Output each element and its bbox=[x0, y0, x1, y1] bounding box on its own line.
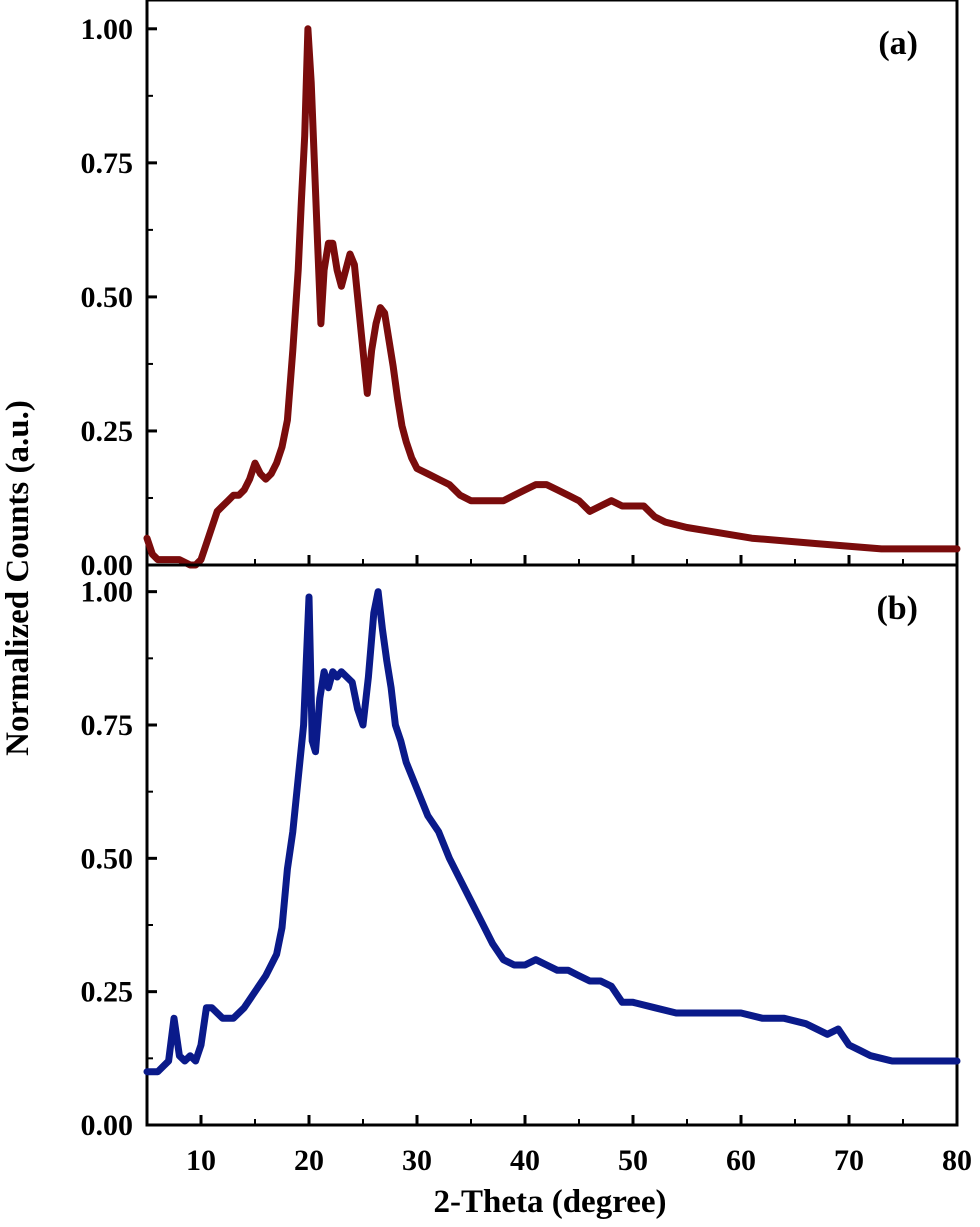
y-tick-label: 0.50 bbox=[81, 842, 134, 875]
panel-label: (b) bbox=[876, 590, 918, 627]
x-tick-label: 20 bbox=[294, 1144, 324, 1177]
x-axis-title: 2-Theta (degree) bbox=[433, 1184, 666, 1220]
panel-b: 0.00 0.25 0.50 0.75 1.00 (b) bbox=[81, 563, 961, 1142]
x-tick-label: 50 bbox=[618, 1144, 648, 1177]
x-tick-label: 40 bbox=[510, 1144, 540, 1177]
x-tick-label: 10 bbox=[186, 1144, 216, 1177]
xrd-series-line bbox=[143, 25, 961, 569]
y-tick-label: 0.25 bbox=[81, 976, 134, 1009]
plot-frame bbox=[145, 563, 959, 1127]
y-tick-label: 1.00 bbox=[81, 576, 134, 609]
panel-label: (a) bbox=[878, 25, 918, 62]
x-tick-label: 80 bbox=[942, 1144, 972, 1177]
y-tick-label: 0.75 bbox=[81, 147, 134, 180]
y-tick-label: 0.00 bbox=[81, 1109, 134, 1142]
x-tick-label: 60 bbox=[726, 1144, 756, 1177]
x-tick-label: 70 bbox=[834, 1144, 864, 1177]
y-tick-label: 0.25 bbox=[81, 415, 134, 448]
xrd-series-line bbox=[143, 588, 961, 1076]
panel-a: 0.00 0.25 0.50 0.75 1.00 (a) bbox=[81, 0, 961, 582]
y-tick-label: 1.00 bbox=[81, 13, 134, 46]
y-tick-label: 0.50 bbox=[81, 281, 134, 314]
y-axis-title: Normalized Counts (a.u.) bbox=[0, 400, 36, 756]
chart-panels: 0.00 0.25 0.50 0.75 1.00 (a) 0.00 0.25 0.50 0.75 1… bbox=[81, 0, 972, 1177]
y-tick-label: 0.75 bbox=[81, 709, 134, 742]
x-tick-label: 30 bbox=[402, 1144, 432, 1177]
y-tick-label: 0.00 bbox=[81, 549, 134, 582]
